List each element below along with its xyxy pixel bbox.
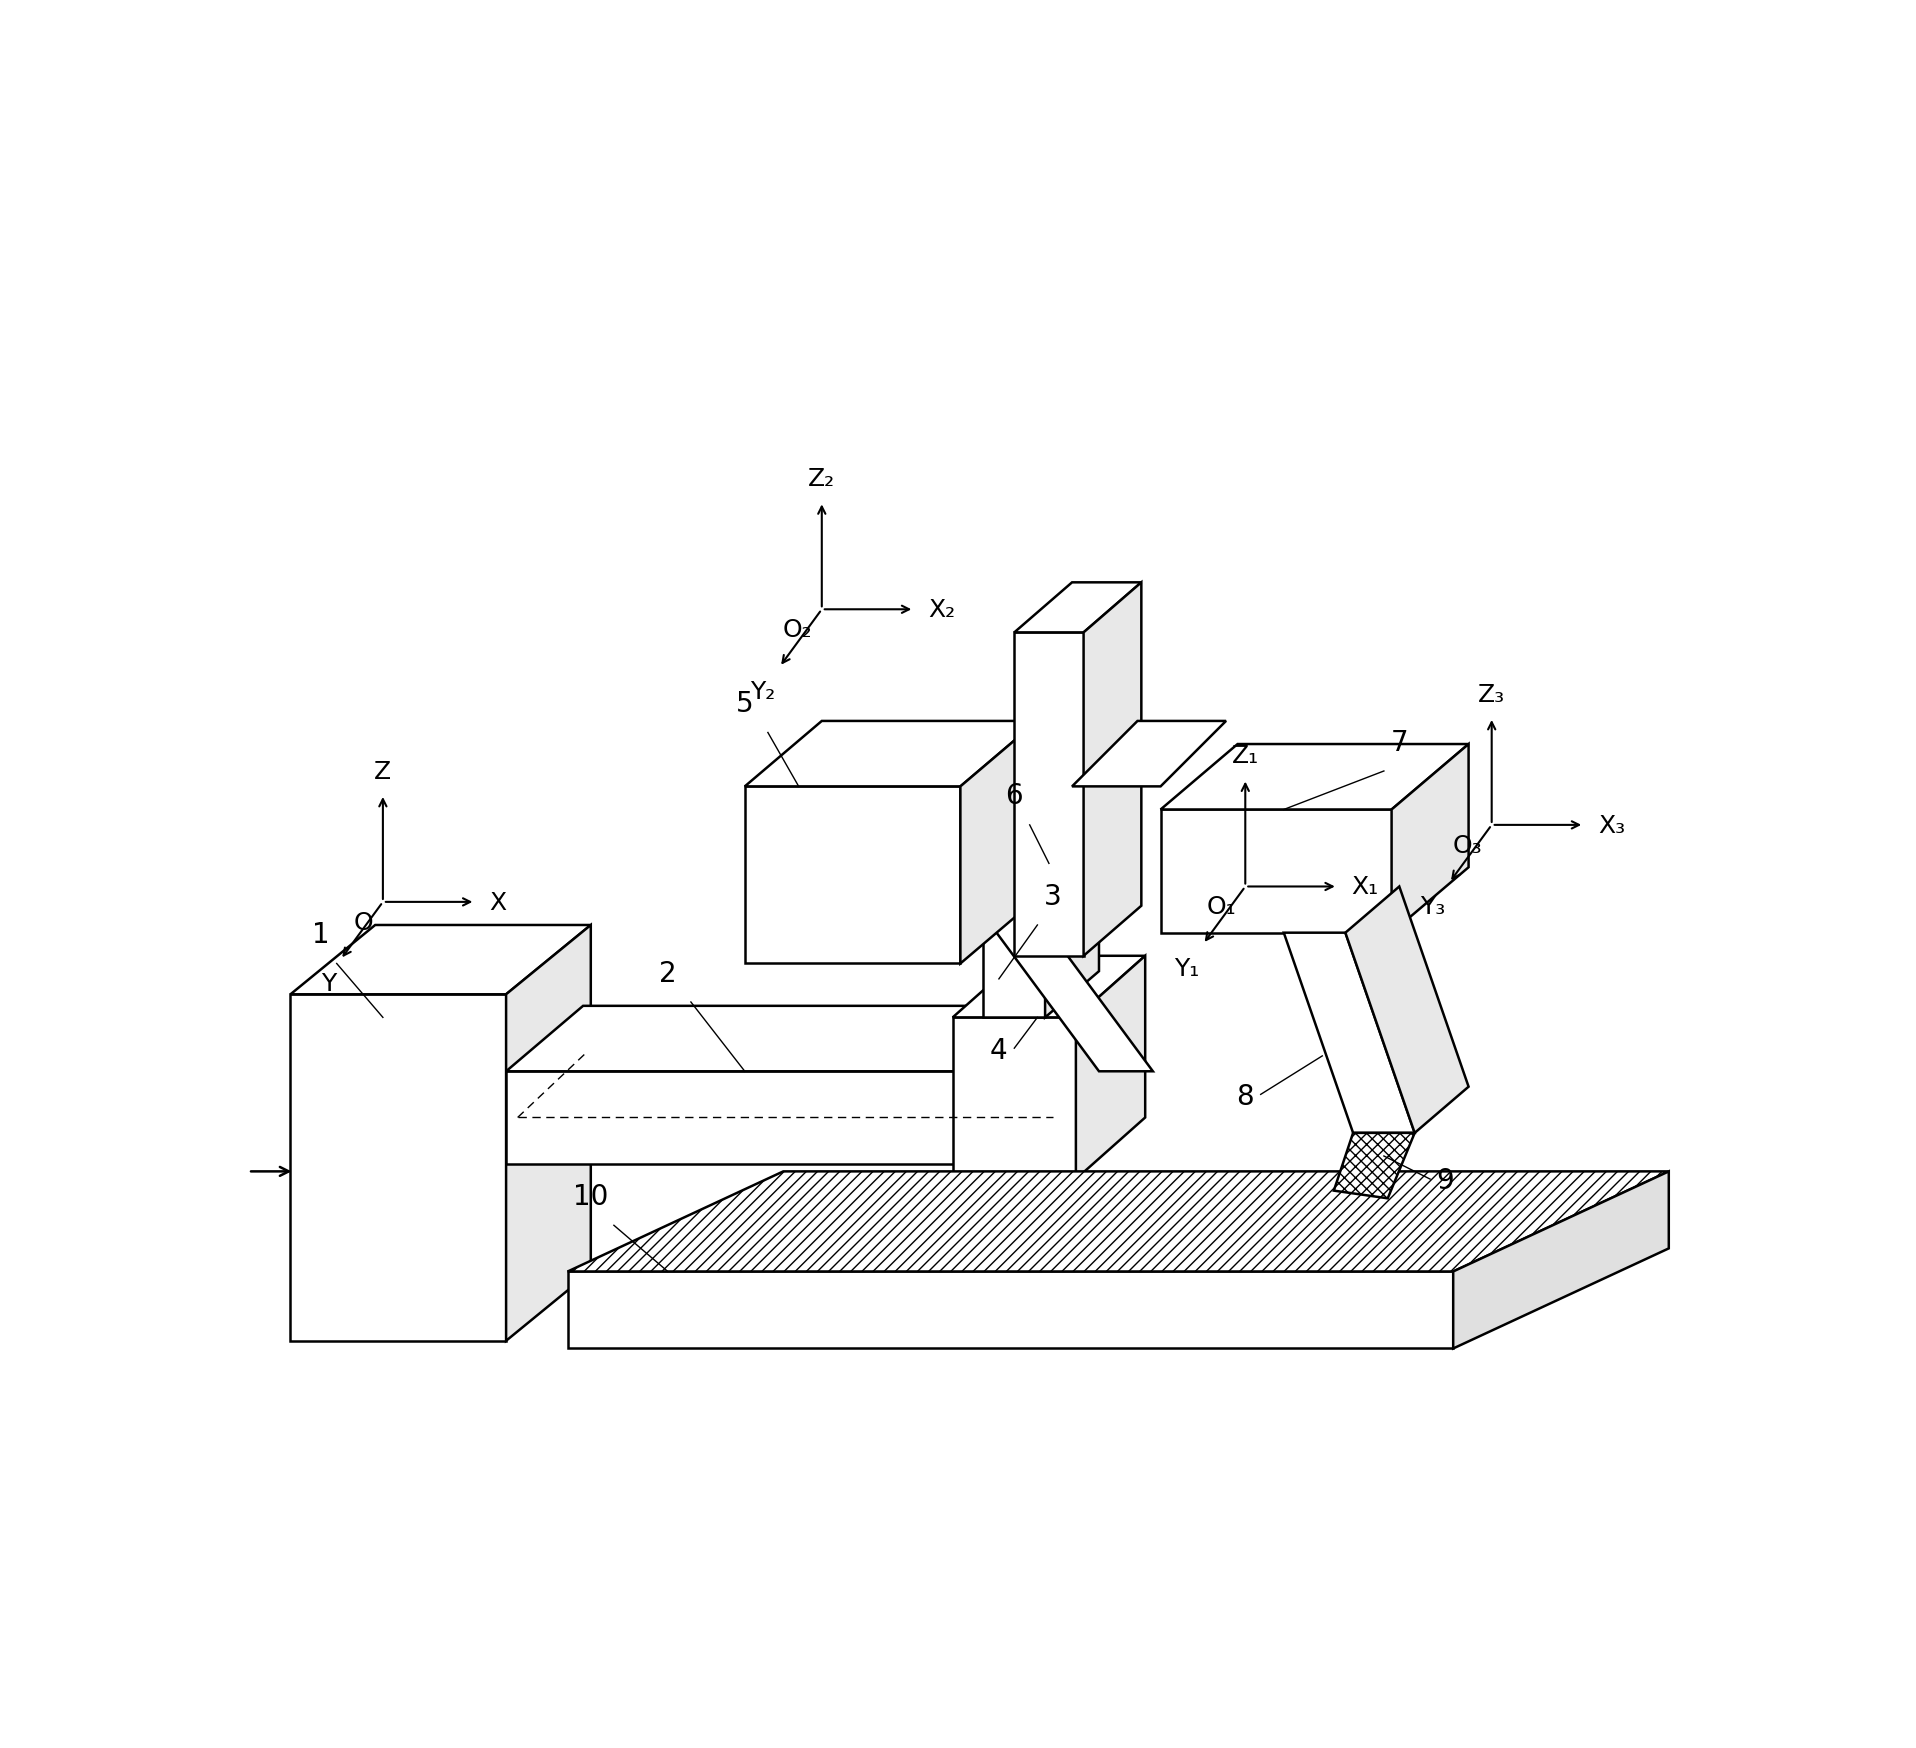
Text: O: O [354, 911, 374, 933]
Text: X₁: X₁ [1351, 876, 1380, 898]
Polygon shape [1161, 745, 1468, 809]
Polygon shape [952, 1017, 1077, 1180]
Polygon shape [983, 895, 1044, 1017]
Polygon shape [745, 787, 960, 963]
Text: Z₂: Z₂ [809, 467, 835, 491]
Polygon shape [983, 848, 1100, 895]
Polygon shape [1014, 584, 1142, 633]
Text: Y₃: Y₃ [1420, 895, 1445, 919]
Polygon shape [291, 925, 590, 995]
Text: Y: Y [322, 972, 337, 996]
Polygon shape [968, 848, 1077, 895]
Polygon shape [1044, 848, 1100, 1017]
Polygon shape [1452, 1171, 1669, 1349]
Polygon shape [291, 995, 506, 1341]
Text: 4: 4 [991, 1037, 1008, 1065]
Text: Y₁: Y₁ [1175, 956, 1199, 981]
Text: Z: Z [374, 759, 391, 783]
Polygon shape [1084, 584, 1142, 956]
Text: 5: 5 [736, 690, 753, 718]
Text: 2: 2 [659, 960, 676, 988]
Polygon shape [506, 1007, 1060, 1072]
Text: O₃: O₃ [1452, 834, 1483, 857]
Text: 9: 9 [1437, 1168, 1454, 1196]
Text: Z₃: Z₃ [1477, 682, 1506, 706]
Text: Z₁: Z₁ [1232, 743, 1259, 767]
Polygon shape [1345, 886, 1468, 1133]
Text: 10: 10 [573, 1182, 609, 1210]
Polygon shape [1161, 809, 1391, 933]
Polygon shape [506, 1072, 983, 1164]
Polygon shape [960, 722, 1037, 963]
Polygon shape [1077, 956, 1146, 1180]
Polygon shape [1073, 722, 1226, 787]
Polygon shape [745, 722, 1037, 787]
Polygon shape [567, 1171, 1669, 1273]
Text: 6: 6 [1006, 781, 1023, 809]
Polygon shape [506, 925, 590, 1341]
Polygon shape [1014, 633, 1084, 956]
Polygon shape [968, 895, 1153, 1072]
Polygon shape [1391, 745, 1468, 933]
Text: Y₂: Y₂ [751, 680, 776, 703]
Text: 8: 8 [1236, 1082, 1255, 1110]
Polygon shape [1284, 933, 1414, 1133]
Polygon shape [952, 956, 1146, 1017]
Text: 7: 7 [1391, 729, 1408, 757]
Text: X: X [489, 890, 506, 914]
Text: O₂: O₂ [784, 617, 812, 642]
Text: 1: 1 [312, 921, 330, 949]
Text: 3: 3 [1044, 883, 1061, 911]
Polygon shape [983, 1007, 1060, 1164]
Polygon shape [567, 1273, 1452, 1349]
Text: X₃: X₃ [1598, 813, 1625, 837]
Text: X₂: X₂ [927, 598, 956, 622]
Polygon shape [1334, 1133, 1414, 1199]
Text: O₁: O₁ [1207, 895, 1236, 919]
